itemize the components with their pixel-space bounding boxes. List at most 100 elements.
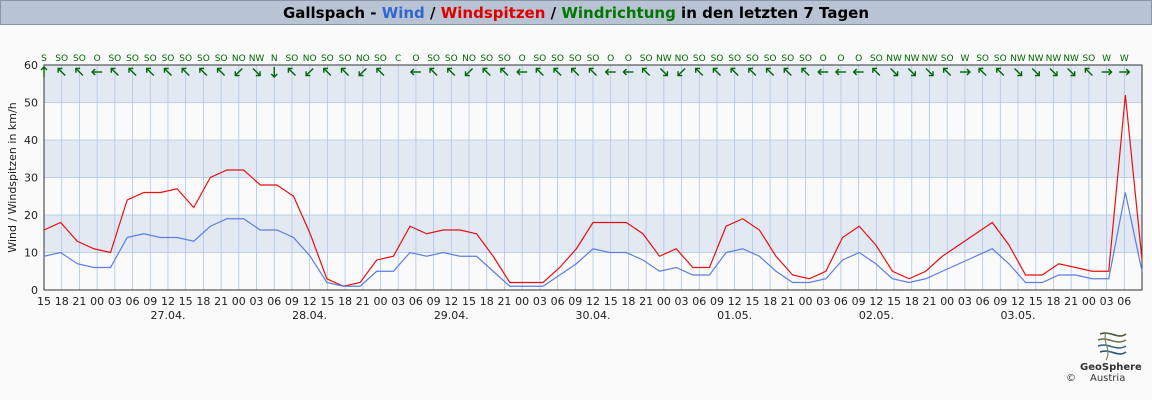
x-tick-label: 12 [869,295,883,308]
x-tick-label: 18 [55,295,69,308]
direction-label: SO [551,54,564,64]
x-tick-label: 03 [816,295,830,308]
x-tick-label: 06 [267,295,281,308]
direction-label: S [41,54,47,64]
logo-copyright: © [1066,373,1076,384]
direction-arrow-shaft [465,67,474,77]
direction-arrow-head [817,68,822,76]
direction-arrow-icon [91,68,103,76]
direction-arrow-icon [234,67,243,77]
direction-arrow-shaft [766,67,775,77]
direction-label: O [94,54,101,64]
x-tick-label: 21 [356,295,370,308]
direction-arrow-icon [571,67,580,77]
direction-label: SO [781,54,794,64]
direction-arrow-head [1070,71,1076,77]
direction-arrow-shaft [163,67,172,77]
x-tick-label: 15 [462,295,476,308]
direction-arrow-icon [978,67,987,77]
x-tick-label: 12 [444,295,458,308]
direction-arrow-head [852,68,858,76]
direction-arrow-icon [1084,67,1093,77]
direction-arrow-icon [942,67,952,77]
direction-arrow-icon [181,67,190,77]
direction-arrow-icon [996,67,1005,77]
direction-label: SO [339,54,352,64]
direction-arrow-icon [890,67,899,77]
direction-arrow-icon [128,67,137,77]
direction-label: SO [976,54,989,64]
direction-label: SO [941,54,954,64]
direction-label: O [837,54,844,64]
direction-arrow-head [409,68,415,76]
direction-arrow-head [978,67,984,73]
direction-arrow-head [1108,68,1113,76]
direction-label: NW [1010,54,1026,64]
direction-label: NW [1028,54,1044,64]
direction-label: SO [162,54,175,64]
direction-label: O [607,54,614,64]
direction-arrow-head [604,68,610,76]
direction-label: O [412,54,419,64]
direction-label: O [625,54,632,64]
direction-arrow-head [695,67,700,73]
direction-arrow-icon [376,67,385,77]
direction-arrow-shaft [181,67,190,77]
title-station: Gallspach [282,3,366,22]
direction-arrow-icon [305,67,314,77]
day-label: 03.05. [1001,309,1036,322]
direction-arrow-shaft [943,67,952,77]
direction-arrow-icon [641,67,651,77]
x-tick-label: 09 [993,295,1007,308]
direction-label: SO [711,54,724,64]
direction-arrow-head [966,68,971,76]
direction-label: NW [922,54,938,64]
direction-label: SO [374,54,387,64]
logo-name: GeoSphere [1080,362,1142,373]
direction-arrow-head [146,67,151,73]
direction-arrow-shaft [252,67,261,77]
direction-label: SO [587,54,600,64]
x-tick-label: 12 [728,295,742,308]
direction-arrow-shaft [890,67,899,77]
day-label: 02.05. [859,309,894,322]
x-tick-label: 12 [161,295,175,308]
direction-arrow-head [535,67,541,73]
direction-arrow-icon [801,67,810,77]
direction-arrow-shaft [677,67,686,77]
plot-border [43,64,1143,291]
title-sep-2: / [424,3,441,22]
direction-arrow-icon [748,67,757,77]
direction-arrow-icon [834,68,846,76]
day-label: 30.04. [576,309,611,322]
x-tick-label: 06 [551,295,565,308]
x-tick-label: 00 [515,295,529,308]
x-tick-label: 18 [1046,295,1060,308]
direction-arrow-icon [1067,67,1076,77]
x-tick-label: 03 [250,295,264,308]
x-tick-label: 15 [1029,295,1043,308]
direction-arrow-head [893,71,899,77]
direction-arrow-icon [110,67,119,77]
y-tick-label: 10 [24,247,38,260]
day-label: 27.04. [150,309,185,322]
x-tick-label: 03 [958,295,972,308]
direction-label: SO [427,54,440,64]
direction-arrow-head [91,68,96,76]
direction-label: NW [656,54,672,64]
direction-label: SO [108,54,121,64]
direction-arrow-icon [1049,67,1058,77]
x-tick-label: 21 [214,295,228,308]
x-tick-label: 18 [196,295,210,308]
direction-label: SO [498,54,511,64]
direction-arrow-head [255,71,261,77]
direction-label: SO [1082,54,1095,64]
direction-arrow-head [40,66,48,71]
x-tick-label: 18 [338,295,352,308]
direction-arrow-icon [216,67,226,77]
x-tick-label: 00 [373,295,387,308]
direction-label: W [1120,54,1129,64]
direction-label: SO [197,54,210,64]
x-tick-label: 21 [781,295,795,308]
direction-arrow-icon [588,67,598,77]
